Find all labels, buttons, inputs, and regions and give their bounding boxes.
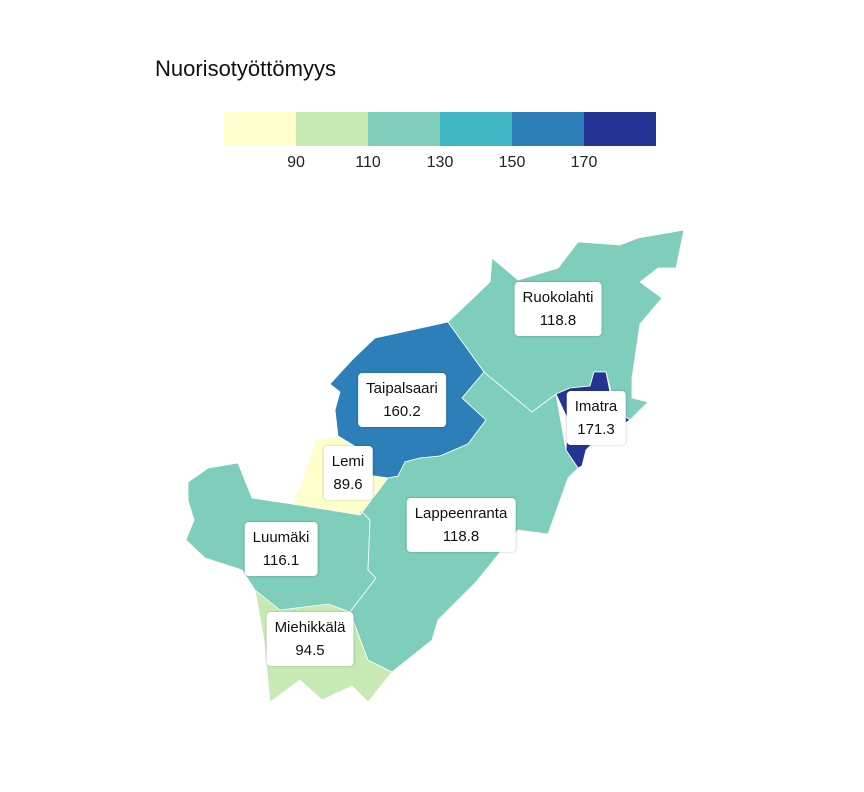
region-name: Ruokolahti	[522, 289, 594, 306]
label-miehikkala: Miehikkälä 94.5	[266, 612, 354, 666]
legend-swatch-4	[440, 112, 512, 146]
region-value: 89.6	[333, 476, 363, 493]
legend-swatch-2	[296, 112, 368, 146]
label-lemi: Lemi 89.6	[323, 446, 373, 500]
legend-tick-170: 170	[570, 154, 598, 171]
legend-tick-130: 130	[426, 154, 454, 171]
legend-swatch-5	[512, 112, 584, 146]
region-value: 94.5	[295, 642, 325, 659]
legend-swatch-3	[368, 112, 440, 146]
label-luumaki: Luumäki 116.1	[244, 522, 318, 576]
region-value: 118.8	[442, 528, 480, 545]
region-value: 118.8	[539, 312, 577, 329]
region-value: 116.1	[262, 552, 300, 569]
legend-swatch-1	[224, 112, 296, 146]
region-name: Imatra	[574, 398, 618, 415]
region-name: Lappeenranta	[414, 505, 508, 522]
region-name: Miehikkälä	[274, 619, 346, 636]
label-imatra: Imatra 171.3	[566, 391, 626, 445]
label-taipalsaari: Taipalsaari 160.2	[358, 373, 446, 427]
map-title: Nuorisotyöttömyys	[155, 56, 336, 81]
legend-tick-110: 110	[355, 154, 381, 171]
legend-tick-150: 150	[498, 154, 526, 171]
region-value: 160.2	[383, 403, 421, 420]
region-name: Luumäki	[252, 529, 310, 546]
legend-tick-90: 90	[287, 154, 305, 171]
region-name: Taipalsaari	[366, 380, 438, 397]
color-legend: 90 110 130 150 170	[224, 112, 656, 182]
label-lappeenranta: Lappeenranta 118.8	[406, 498, 516, 552]
legend-swatch-6	[584, 112, 656, 146]
label-ruokolahti: Ruokolahti 118.8	[514, 282, 602, 336]
region-name: Lemi	[331, 453, 365, 470]
region-value: 171.3	[577, 421, 615, 438]
